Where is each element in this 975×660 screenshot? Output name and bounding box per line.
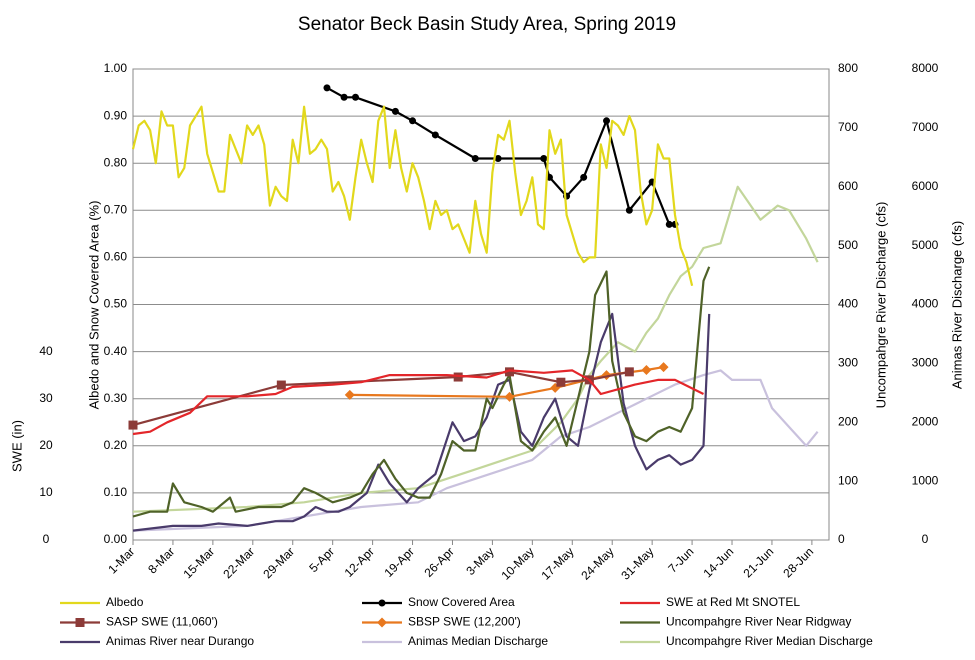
legend-label: Snow Covered Area [408,595,515,609]
x-tick-label: 29-Mar [260,544,297,581]
legend-label: SWE at Red Mt SNOTEL [666,595,800,609]
y2-axis-title: Uncompahgre River Discharge (cfs) [873,202,888,409]
x-tick-label: 19-Apr [382,544,417,579]
legend-label: Albedo [106,595,144,609]
y2-tick-label: 0 [838,532,845,546]
x-tick-label: 5-Apr [306,544,337,575]
data-point [658,362,669,373]
swe-tick-label: 0 [43,532,50,546]
y3-tick-label: 3000 [912,356,939,370]
y3-tick-label: 4000 [912,297,939,311]
y-tick-label: 0.20 [104,438,128,452]
legend-label: SASP SWE (11,060') [106,615,218,629]
chart-title: Senator Beck Basin Study Area, Spring 20… [298,14,676,35]
y3-tick-label: 0 [922,532,929,546]
x-tick-label: 17-May [538,544,576,582]
data-point [351,93,359,101]
data-point [409,117,417,125]
y3-tick-label: 5000 [912,238,939,252]
y-tick-label: 0.40 [104,344,128,358]
data-point [504,391,515,402]
x-tick-label: 12-Apr [342,544,377,579]
x-tick-label: 15-Mar [180,544,217,581]
y3-tick-label: 1000 [912,473,939,487]
y-tick-label: 0.70 [104,202,128,216]
legend-marker [377,617,387,628]
x-tick-label: 1-Mar [105,544,137,576]
y-tick-label: 1.00 [104,61,128,75]
legend-label: SBSP SWE (12,200') [408,615,521,629]
data-point [556,377,566,387]
y2-tick-label: 400 [838,297,858,311]
x-tick-label: 26-Apr [421,544,456,579]
data-point [603,117,611,125]
data-point [641,364,652,375]
x-tick-label: 10-May [499,544,537,582]
data-point [505,367,515,377]
y-tick-label: 0.00 [104,532,128,546]
x-tick-label: 3-May [463,544,496,577]
x-tick-label: 8-Mar [145,544,177,576]
y-tick-label: 0.10 [104,485,128,499]
swe-tick-label: 40 [39,344,53,358]
series-line [326,86,675,226]
data-point [276,380,286,390]
legend-label: Uncompahgre River Median Discharge [666,634,873,648]
y-tick-label: 0.90 [104,108,128,122]
y2-tick-label: 300 [838,356,858,370]
y-tick-label: 0.80 [104,155,128,169]
y3-tick-label: 6000 [912,179,939,193]
series-line [132,185,819,513]
y-axis-title: Albedo and Snow Covered Area (%) [86,201,101,410]
legend-label: Animas Median Discharge [408,634,548,648]
data-point [665,220,673,228]
data-point [431,131,439,139]
y3-axis-title: Animas River Discharge (cfs) [949,221,964,389]
y-tick-label: 0.60 [104,250,128,264]
series-line [132,266,711,518]
legend-label: Uncompahgre River Near Ridgway [666,615,851,629]
y2-tick-label: 700 [838,120,858,134]
swe-tick-label: 30 [39,391,53,405]
series-line [132,369,704,436]
y2-tick-label: 500 [838,238,858,252]
legend-marker [75,618,85,627]
data-point [624,367,634,377]
data-point [323,84,331,92]
swe-axis-title: SWE (in) [9,420,24,472]
legend-marker [378,599,386,607]
y2-tick-label: 200 [838,414,858,428]
data-point [625,206,633,214]
data-point [340,93,348,101]
x-tick-label: 7-Jun [665,544,696,575]
y2-tick-label: 100 [838,473,858,487]
series-line [132,369,819,532]
data-point [540,154,548,162]
data-point [580,173,588,181]
x-tick-label: 28-Jun [780,544,816,580]
y3-tick-label: 2000 [912,414,939,428]
data-point [391,107,399,115]
swe-tick-label: 10 [39,485,53,499]
swe-tick-label: 20 [39,438,53,452]
y-tick-label: 0.30 [104,391,128,405]
data-point [344,389,355,400]
x-tick-label: 24-May [578,544,616,582]
y3-tick-label: 7000 [912,120,939,134]
y-tick-label: 0.50 [104,297,128,311]
data-point [128,420,138,430]
data-point [453,372,463,382]
y2-tick-label: 600 [838,179,858,193]
x-tick-label: 21-Jun [740,544,776,580]
y3-tick-label: 8000 [912,61,939,75]
legend-label: Animas River near Durango [106,634,254,648]
data-point [494,154,502,162]
x-tick-label: 31-May [618,544,656,582]
x-tick-label: 22-Mar [220,544,257,581]
series-line [131,105,694,286]
data-point [471,154,479,162]
x-tick-label: 14-Jun [701,544,737,580]
y2-tick-label: 800 [838,61,858,75]
